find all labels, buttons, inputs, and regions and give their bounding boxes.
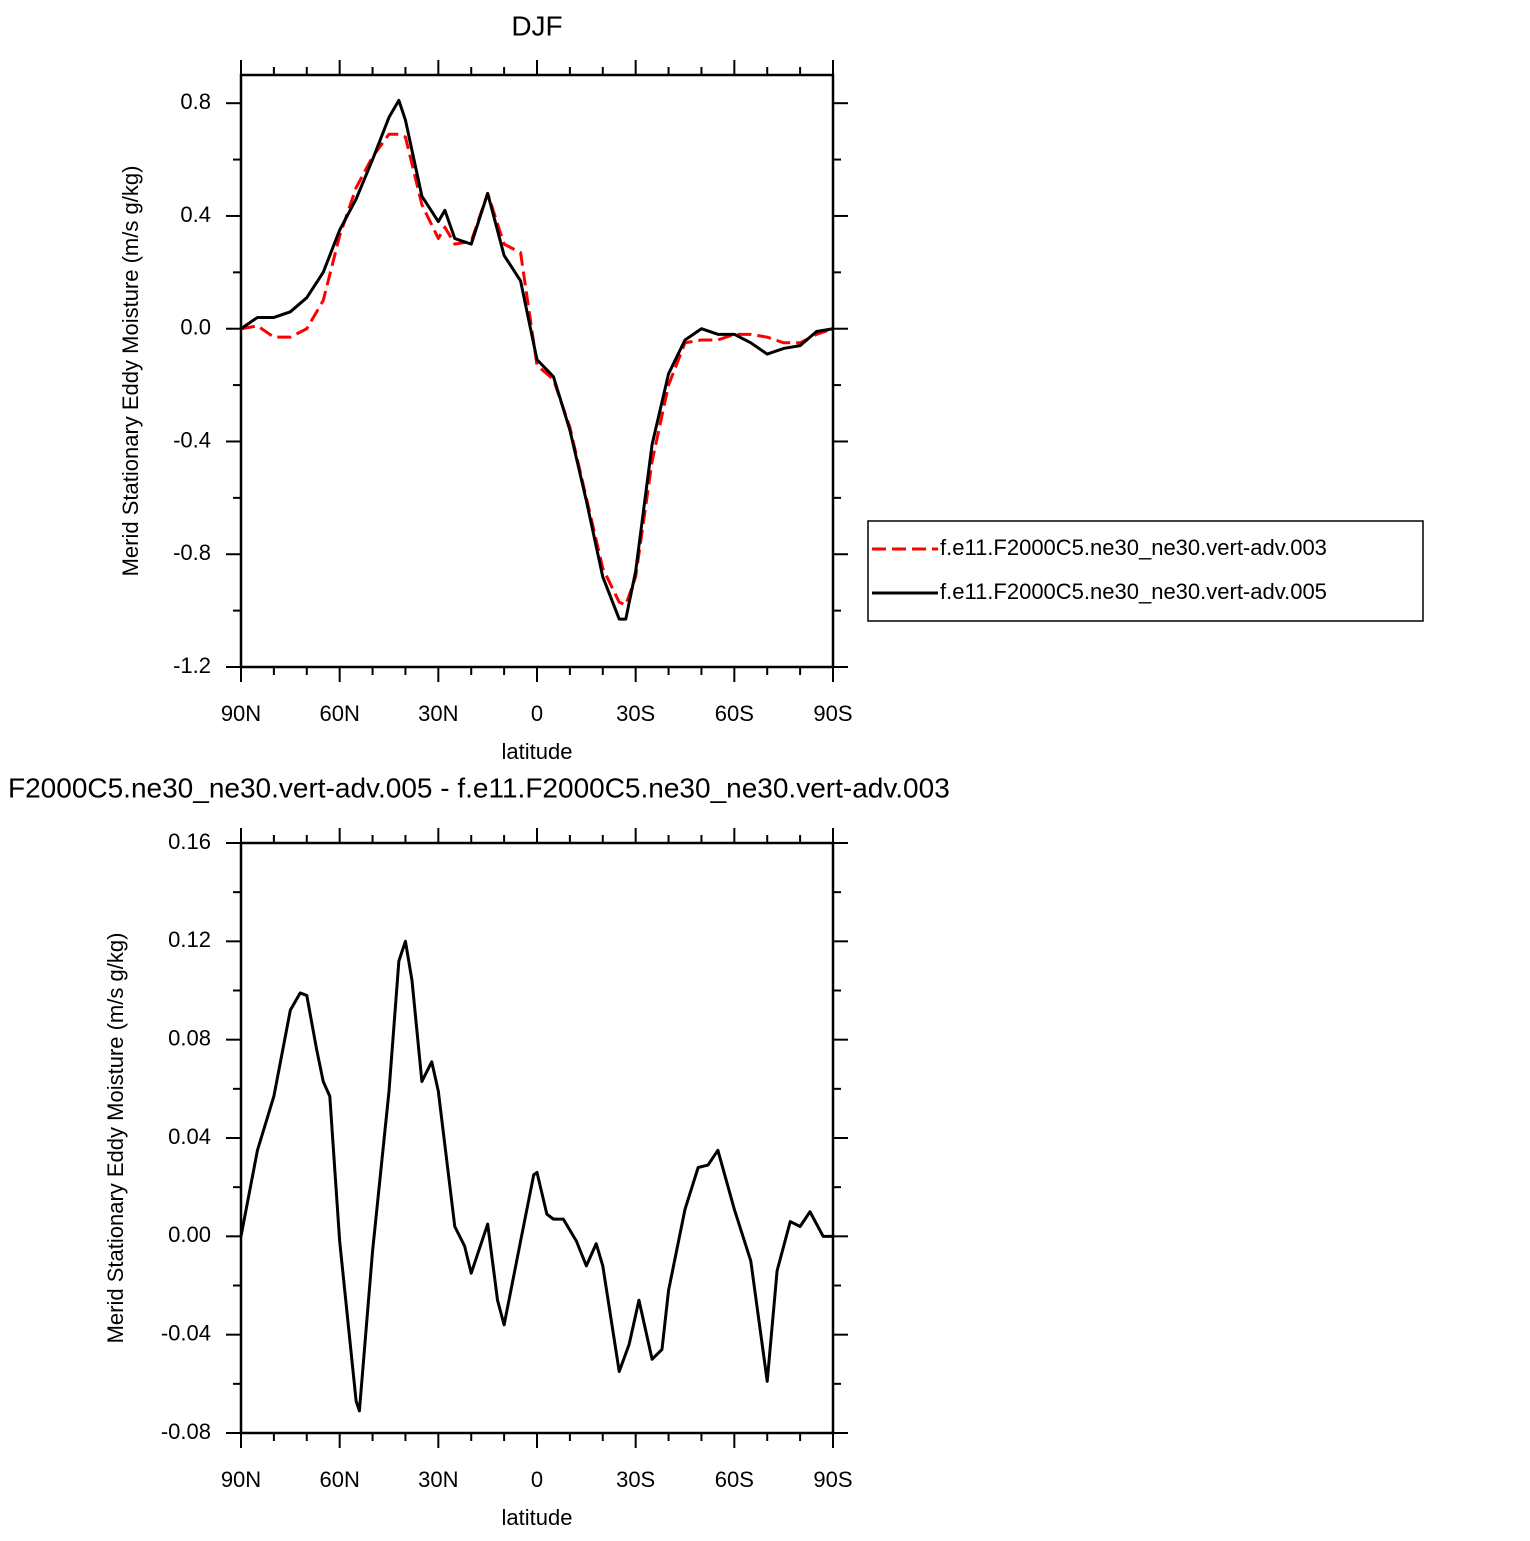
y-tick-label: 0.12 [168, 927, 211, 952]
x-tick-label: 60N [319, 701, 359, 726]
y-tick-label: 0.16 [168, 829, 211, 854]
y-tick-label: 0.0 [180, 315, 211, 340]
x-tick-label: 30N [418, 701, 458, 726]
y-tick-label: -1.2 [173, 653, 211, 678]
legend-box [867, 520, 1424, 622]
chart-title: F2000C5.ne30_ne30.vert-adv.005 - f.e11.F… [8, 772, 950, 803]
legend-label: f.e11.F2000C5.ne30_ne30.vert-adv.003 [940, 535, 1327, 560]
x-axis-label: latitude [502, 739, 573, 764]
y-axis-label: Merid Stationary Eddy Moisture (m/s g/kg… [103, 933, 128, 1344]
data-line [240, 132, 834, 607]
y-tick-label: 0.00 [168, 1222, 211, 1247]
y-axis-label: Merid Stationary Eddy Moisture (m/s g/kg… [118, 166, 143, 577]
x-tick-label: 30S [616, 1467, 655, 1492]
x-tick-label: 90S [813, 701, 852, 726]
x-tick-label: 60S [715, 701, 754, 726]
x-tick-label: 60N [319, 1467, 359, 1492]
chart-title: DJF [511, 10, 562, 41]
x-tick-label: 0 [531, 1467, 543, 1492]
x-tick-label: 30S [616, 701, 655, 726]
y-tick-label: -0.8 [173, 540, 211, 565]
x-tick-label: 90N [221, 1467, 261, 1492]
y-tick-label: 0.8 [180, 89, 211, 114]
plot-frame [239, 73, 835, 669]
plot-frame [239, 841, 835, 1435]
y-tick-label: -0.4 [173, 427, 211, 452]
x-tick-label: 60S [715, 1467, 754, 1492]
legend-label: f.e11.F2000C5.ne30_ne30.vert-adv.005 [940, 579, 1327, 604]
data-line [240, 98, 834, 621]
y-tick-label: -0.08 [161, 1419, 211, 1444]
data-line [239, 939, 833, 1413]
x-tick-label: 90N [221, 701, 261, 726]
y-tick-label: -0.04 [161, 1320, 211, 1345]
y-tick-label: 0.4 [180, 202, 211, 227]
y-tick-label: 0.08 [168, 1025, 211, 1050]
x-tick-label: 90S [813, 1467, 852, 1492]
y-tick-label: 0.04 [168, 1124, 211, 1149]
x-tick-label: 0 [531, 701, 543, 726]
x-tick-label: 30N [418, 1467, 458, 1492]
x-axis-label: latitude [502, 1505, 573, 1530]
